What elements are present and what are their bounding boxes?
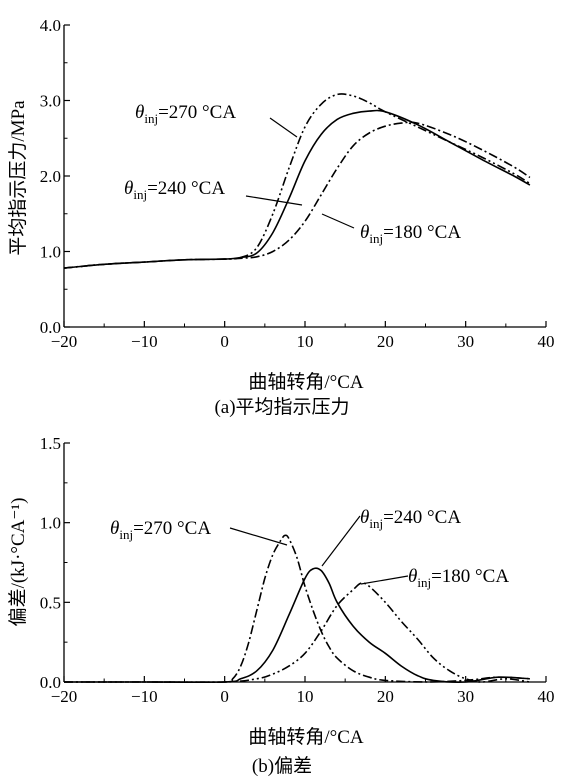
- series-line-1: [63, 534, 530, 684]
- annotation-leader-2: [245, 195, 303, 206]
- chart-b: −20 −10 0 10 20 30 400.00.51.01.5 θinj=270 °CA…: [7, 434, 555, 777]
- annotation-3: θinj=180 °CA: [360, 222, 461, 246]
- chart-a-leaders: [245, 117, 355, 229]
- annotation-leader-1: [269, 117, 298, 138]
- annotation-leader-3: [360, 575, 409, 585]
- y-tick-label: 1.0: [40, 243, 61, 262]
- chart-a-y-axis-label: 平均指示压力/MPa: [7, 100, 29, 256]
- annotation-subscript: inj: [369, 231, 383, 246]
- annotation-leader-2: [321, 515, 361, 567]
- annotation-subscript: inj: [119, 527, 133, 542]
- annotation-3: θinj=180 °CA: [408, 566, 509, 590]
- chart-b-y-axis-label: 偏差/(kJ·°CA⁻¹): [7, 498, 29, 627]
- annotation-subscript: inj: [133, 187, 147, 202]
- annotation-subscript: inj: [369, 516, 383, 531]
- x-tick-label: 30: [457, 332, 474, 351]
- series-line-3: [63, 582, 531, 684]
- annotation-symbol: θ: [408, 566, 417, 587]
- x-tick-label: 30: [457, 687, 474, 706]
- x-tick-label: 10: [297, 332, 314, 351]
- annotation-symbol: θ: [135, 102, 144, 123]
- x-tick-label: −20: [51, 332, 78, 351]
- annotation-symbol: θ: [110, 518, 119, 539]
- annotation-subscript: inj: [417, 575, 431, 590]
- chart-b-caption: (b)偏差: [252, 755, 312, 777]
- annotation-symbol: θ: [360, 507, 369, 528]
- x-tick-label: 0: [220, 687, 229, 706]
- y-tick-label: 1.5: [40, 434, 61, 453]
- annotation-value: =240 °CA: [383, 507, 461, 528]
- annotation-2: θinj=240 °CA: [124, 178, 225, 202]
- chart-b-leaders: [229, 515, 409, 585]
- x-tick-label: 0: [220, 332, 229, 351]
- y-tick-label: 0.5: [40, 593, 61, 612]
- annotation-leader-3: [321, 213, 355, 229]
- y-tick-label: 0.0: [40, 673, 61, 692]
- chart-a-series: [63, 93, 531, 269]
- chart-a-caption: (a)平均指示压力: [214, 396, 349, 418]
- annotation-leader-1: [229, 527, 288, 546]
- chart-a-x-axis-label: 曲轴转角/°CA: [248, 371, 364, 393]
- y-tick-label: 2.0: [40, 167, 61, 186]
- annotation-subscript: inj: [144, 111, 158, 126]
- chart-b-series: [63, 534, 531, 684]
- annotation-symbol: θ: [360, 222, 369, 243]
- annotation-symbol: θ: [124, 178, 133, 199]
- annotation-1: θinj=270 °CA: [110, 518, 211, 542]
- y-tick-label: 3.0: [40, 92, 61, 111]
- annotation-2: θinj=240 °CA: [360, 507, 461, 531]
- series-line-1: [63, 93, 531, 269]
- x-tick-label: −10: [131, 687, 158, 706]
- x-tick-label: 20: [377, 332, 394, 351]
- x-tick-label: 10: [297, 687, 314, 706]
- chart-b-x-axis-label: 曲轴转角/°CA: [248, 726, 364, 748]
- annotation-value: =240 °CA: [147, 178, 225, 199]
- x-tick-label: −20: [51, 687, 78, 706]
- annotation-value: =270 °CA: [158, 102, 236, 123]
- y-tick-label: 4.0: [40, 16, 61, 35]
- x-tick-label: 20: [377, 687, 394, 706]
- annotation-value: =180 °CA: [383, 222, 461, 243]
- y-tick-label: 0.0: [40, 318, 61, 337]
- annotation-value: =180 °CA: [431, 566, 509, 587]
- x-tick-label: 40: [538, 332, 555, 351]
- annotation-value: =270 °CA: [133, 518, 211, 539]
- y-tick-label: 1.0: [40, 514, 61, 533]
- series-line-2: [63, 567, 530, 684]
- x-tick-label: −10: [131, 332, 158, 351]
- chart-a-axes: −20 −10 0 10 20 30 40 0.0 1.0 2.0 3.0 4.0: [40, 16, 555, 351]
- annotation-1: θinj=270 °CA: [135, 102, 236, 126]
- chart-a: −20 −10 0 10 20 30 400.01.02.03.04.0 θinj=270 …: [7, 16, 555, 418]
- series-line-3: [63, 121, 531, 269]
- x-tick-label: 40: [538, 687, 555, 706]
